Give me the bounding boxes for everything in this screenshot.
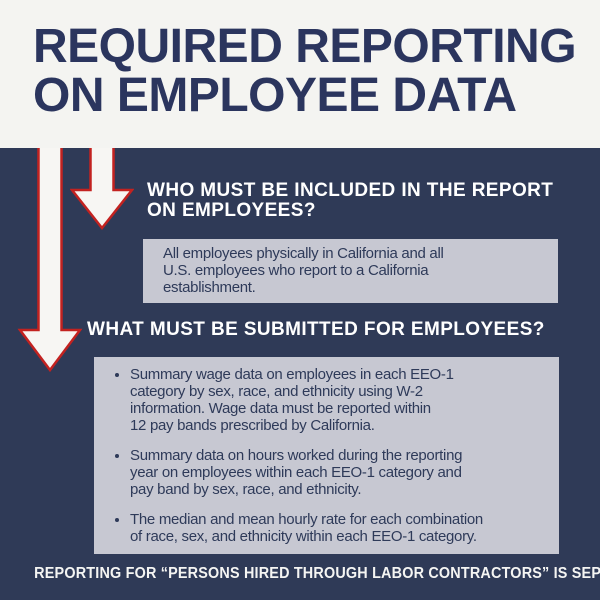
info-box-what: Summary wage data on employees in each E… [94,357,559,554]
content-panel: WHO MUST BE INCLUDED IN THE REPORT ON EM… [0,148,600,600]
info-box-who-text: All employees physically in California a… [163,245,444,296]
bullet-item: The median and mean hourly rate for each… [130,511,547,545]
footer-note: REPORTING FOR “PERSONS HIRED THROUGH LAB… [0,565,600,583]
bullet-list: Summary wage data on employees in each E… [110,366,547,545]
section-heading-who: WHO MUST BE INCLUDED IN THE REPORT ON EM… [147,180,554,221]
bullet-item: Summary wage data on employees in each E… [130,366,547,434]
bullet-item: Summary data on hours worked during the … [130,447,547,498]
page-title: REQUIRED REPORTING ON EMPLOYEE DATA [33,20,577,122]
header-band: REQUIRED REPORTING ON EMPLOYEE DATA [0,0,600,148]
down-arrow-long-icon [17,148,83,373]
footer-note-text: REPORTING FOR “PERSONS HIRED THROUGH LAB… [34,565,600,582]
section-heading-what: WHAT MUST BE SUBMITTED FOR EMPLOYEES? [87,319,545,340]
down-arrow-short-icon [70,148,134,231]
info-box-who: All employees physically in California a… [143,239,558,303]
